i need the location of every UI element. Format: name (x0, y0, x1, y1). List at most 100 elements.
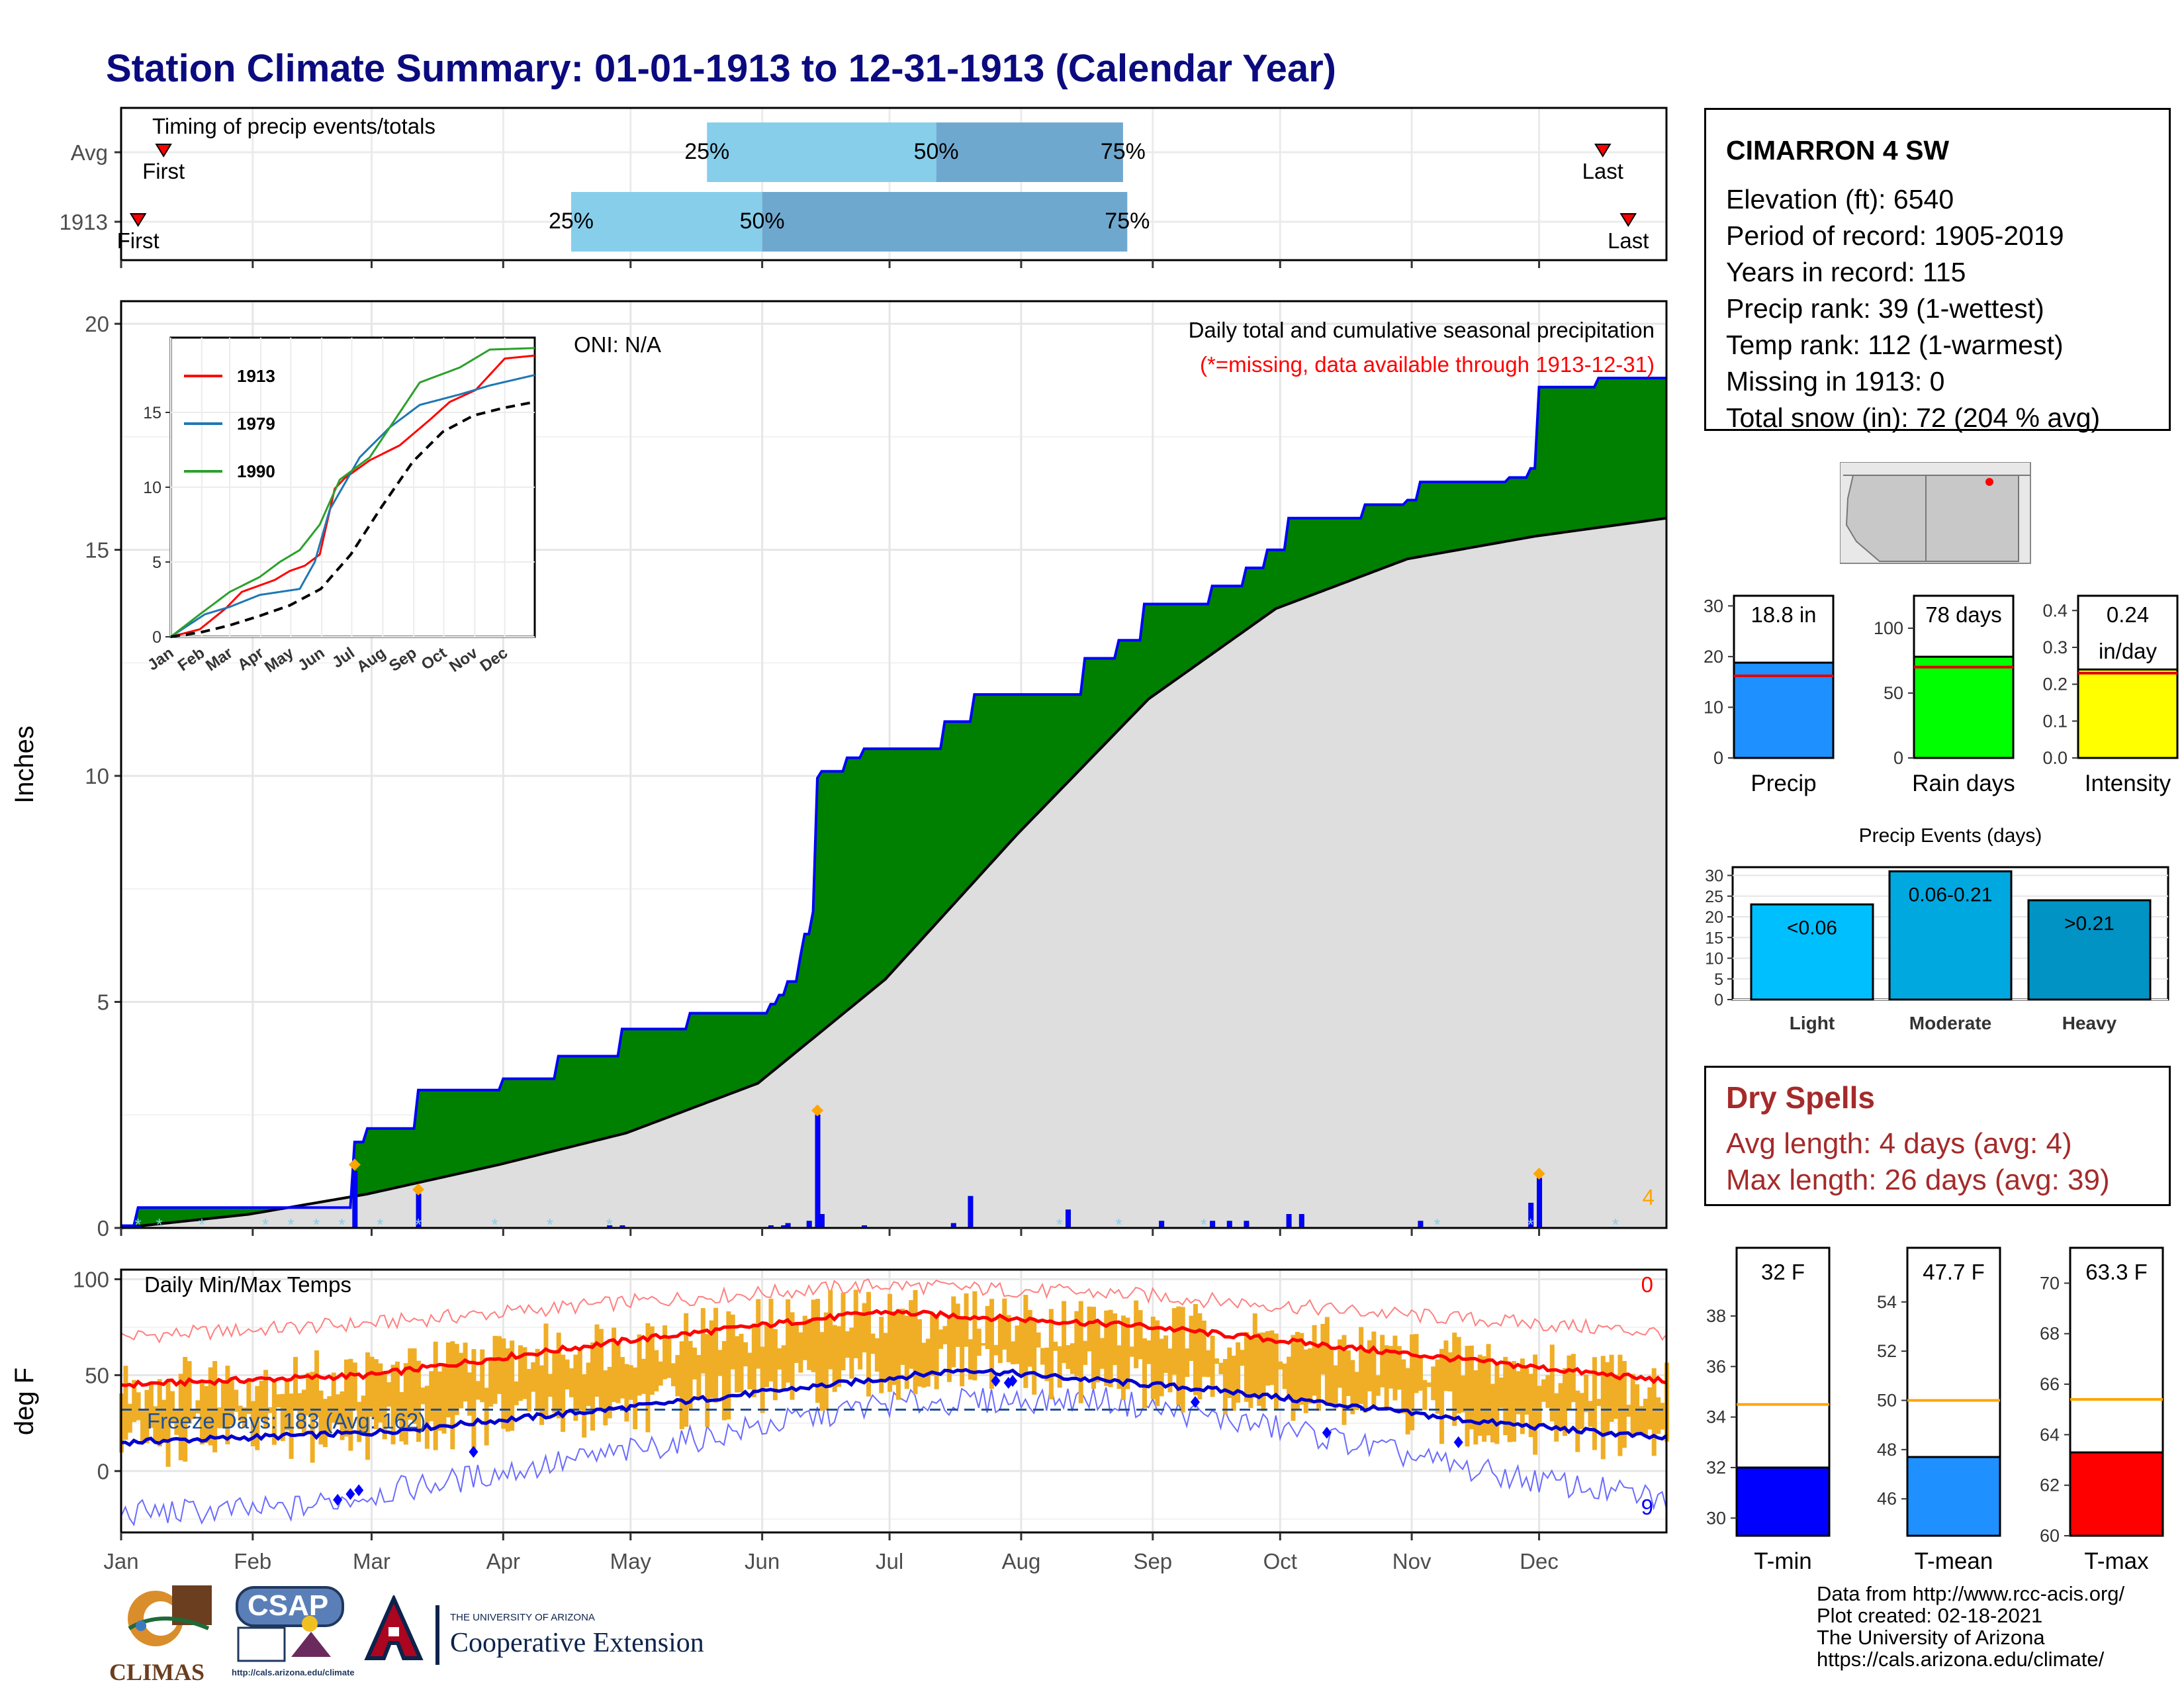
snow-day-marker: * (135, 1215, 142, 1235)
daily-temp-bar (1596, 1399, 1602, 1407)
daily-temp-bar (713, 1307, 719, 1403)
daily-temp-bar (1095, 1321, 1101, 1383)
daily-temp-bar (1384, 1345, 1389, 1409)
daily-temp-bar (1512, 1361, 1517, 1442)
daily-temp-bar (195, 1400, 201, 1414)
daily-temp-bar (1367, 1340, 1372, 1391)
daily-temp-bar (1316, 1343, 1321, 1411)
daily-temp-bar (255, 1385, 260, 1450)
events-category-label: Moderate (1909, 1013, 1991, 1033)
daily-temp-bar (518, 1345, 523, 1401)
daily-temp-bar (985, 1305, 990, 1349)
daily-temp-bar (1324, 1317, 1330, 1406)
annual-bar-value-label: 78 days (1925, 602, 2002, 627)
temps-y-tick-label: 100 (73, 1267, 109, 1291)
daily-temp-bar (1036, 1332, 1041, 1348)
daily-temp-bar (930, 1312, 935, 1376)
station-name: CIMARRON 4 SW (1726, 135, 1950, 165)
daily-temp-bar (1494, 1363, 1500, 1444)
daily-temp-bar (250, 1401, 255, 1446)
daily-temp-bar (289, 1393, 294, 1459)
daily-temp-bar (1265, 1331, 1271, 1386)
daily-temp-bar (1617, 1354, 1623, 1456)
daily-temp-bar (204, 1385, 209, 1443)
daily-temp-bar (904, 1315, 909, 1389)
timing-first-label: First (142, 159, 185, 183)
daily-temp-bar (1113, 1313, 1118, 1366)
snow-marker (811, 1104, 824, 1117)
daily-temp-bar (561, 1354, 566, 1432)
daily-temp-bar (645, 1323, 651, 1432)
timing-last-marker (1619, 213, 1637, 227)
daily-temp-bar (454, 1344, 459, 1415)
station-period: Period of record: 1905-2019 (1726, 220, 2064, 251)
month-tick-label: Jul (876, 1549, 903, 1573)
inset-average-line (170, 400, 535, 638)
annual-bar-y-tick-label: 0.3 (2042, 637, 2068, 657)
daily-temp-bar (234, 1389, 239, 1412)
daily-temp-bar (153, 1406, 158, 1442)
daily-temp-bar (492, 1336, 498, 1404)
daily-temp-bar (709, 1320, 714, 1398)
daily-temp-bar (285, 1381, 290, 1430)
daily-temp-bar (1214, 1358, 1220, 1364)
daily-temp-bar (348, 1358, 353, 1451)
daily-temp-bar (1656, 1397, 1661, 1434)
daily-temp-bar (1609, 1354, 1614, 1422)
snow-day-marker: * (415, 1215, 422, 1235)
daily-precip-bar (1244, 1221, 1250, 1229)
daily-temp-bar (832, 1325, 837, 1392)
daily-temp-bar (127, 1403, 132, 1433)
daily-temp-bar (981, 1342, 986, 1346)
daily-temp-bar (786, 1299, 791, 1383)
annual-bar (1733, 661, 1835, 759)
snow-day-marker: * (1434, 1215, 1441, 1235)
daily-temp-bar (1473, 1370, 1479, 1445)
daily-temp-bar (1320, 1324, 1326, 1375)
daily-temp-bar (756, 1299, 761, 1369)
ua-logo (361, 1593, 427, 1668)
daily-temp-bar (399, 1391, 404, 1442)
daily-temp-bar (1120, 1315, 1126, 1401)
csap-url: http://cals.arizona.edu/climate (232, 1667, 355, 1677)
timing-p50-label: 50% (740, 209, 785, 234)
daily-temp-bar (1414, 1334, 1419, 1393)
daily-temp-bar (522, 1347, 527, 1399)
daily-temp-bar (781, 1345, 786, 1389)
daily-temp-bar (735, 1336, 740, 1393)
timing-first-marker (155, 144, 172, 158)
annual-bar-y-tick-label: 50 (1884, 683, 1903, 703)
daily-temp-bar (942, 1326, 948, 1344)
daily-temp-bar (543, 1323, 549, 1416)
cumulative-y-tick-label: 5 (97, 990, 109, 1015)
daily-temp-bar (1078, 1301, 1083, 1403)
daily-temp-bar (1342, 1335, 1347, 1425)
daily-temp-bar (1614, 1374, 1619, 1419)
daily-temp-bar (390, 1364, 396, 1444)
daily-temp-bar (705, 1334, 710, 1427)
daily-temp-bar (654, 1350, 659, 1391)
annual-temp-y-tick-label: 52 (1877, 1341, 1897, 1361)
daily-temp-bar (1503, 1356, 1508, 1436)
station-temp-rank: Temp rank: 112 (1-warmest) (1726, 330, 2064, 360)
daily-temp-bar (938, 1329, 944, 1349)
daily-precip-bar (1226, 1221, 1232, 1229)
daily-temp-bar (1507, 1363, 1512, 1442)
month-tick-label: Jun (745, 1549, 780, 1573)
daily-temp-bar (841, 1293, 846, 1371)
snow-day-marker: * (199, 1215, 205, 1235)
daily-temp-bar (178, 1374, 183, 1460)
daily-temp-bar (1350, 1360, 1355, 1415)
page-title: Station Climate Summary: 01-01-1913 to 1… (106, 47, 1336, 90)
daily-precip-bar (1298, 1214, 1304, 1229)
daily-temp-bar (917, 1319, 922, 1387)
daily-temp-bar (229, 1379, 234, 1426)
daily-temp-bar (1163, 1335, 1169, 1374)
daily-temp-bar (1520, 1358, 1525, 1434)
daily-temp-bar (1363, 1350, 1368, 1413)
daily-temp-bar (1558, 1383, 1563, 1429)
daily-temp-bar (921, 1342, 927, 1388)
daily-temp-bar (1138, 1310, 1143, 1360)
annual-temp-name: T-max (2084, 1548, 2149, 1574)
daily-temp-bar (823, 1312, 829, 1411)
